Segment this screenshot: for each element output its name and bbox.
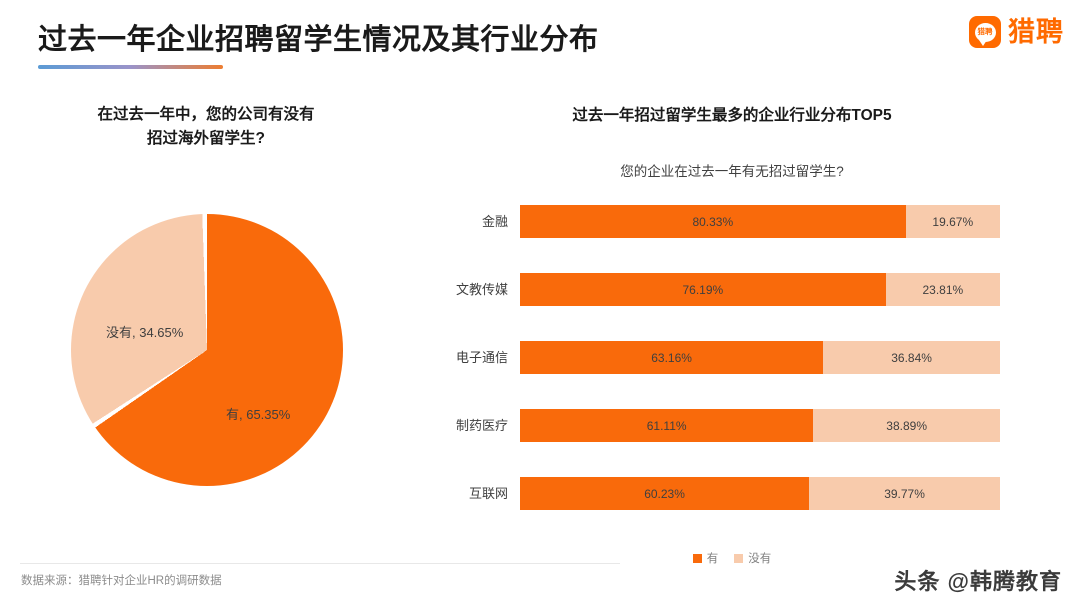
right-chart-title: 过去一年招过留学生最多的企业行业分布TOP5 bbox=[572, 107, 892, 124]
watermark: 头条 @韩腾教育 bbox=[894, 569, 1062, 594]
bar-segment-yes: 63.16% bbox=[520, 341, 824, 374]
left-chart-panel: 在过去一年中，您的公司有没有 招过海外留学生? 没有, 34.65% 有, 65… bbox=[0, 95, 412, 545]
bar-track: 61.11% 38.89% bbox=[520, 409, 1000, 442]
brand-mark-text: 猎聘 bbox=[974, 22, 996, 46]
pie-slice-label-yes: 有, 65.35% bbox=[226, 407, 291, 422]
bar-category-label: 互联网 bbox=[468, 486, 508, 501]
bar-row: 金融 80.33% 19.67% bbox=[412, 205, 1052, 273]
bar-category-label: 文教传媒 bbox=[455, 282, 508, 297]
left-chart-title-line-2: 招过海外留学生? bbox=[147, 130, 265, 148]
bar-segment-yes: 76.19% bbox=[520, 273, 886, 306]
right-chart-panel: 过去一年招过留学生最多的企业行业分布TOP5 您的企业在过去一年有无招过留学生?… bbox=[412, 95, 1080, 565]
page-title: 过去一年企业招聘留学生情况及其行业分布 bbox=[38, 24, 599, 56]
bar-segment-yes: 80.33% bbox=[520, 205, 906, 238]
bar-segment-no: 23.81% bbox=[885, 273, 1000, 306]
bar-segment-yes: 61.11% bbox=[520, 409, 814, 442]
bar-segment-no: 36.84% bbox=[823, 341, 1000, 374]
footer-divider bbox=[20, 563, 620, 564]
slide-header: 过去一年企业招聘留学生情况及其行业分布 猎聘 猎聘 bbox=[0, 0, 1080, 88]
pie-slice-label-no: 没有, 34.65% bbox=[106, 325, 184, 340]
left-chart-title-line-1: 在过去一年中，您的公司有没有 bbox=[97, 106, 315, 123]
bar-segment-no: 19.67% bbox=[905, 205, 1000, 238]
chart-legend: 有 没有 bbox=[412, 550, 1052, 566]
bar-category-label: 制药医疗 bbox=[455, 418, 508, 433]
bar-row: 制药医疗 61.11% 38.89% bbox=[412, 409, 1052, 477]
stacked-bar-chart: 金融 80.33% 19.67% 文教传媒 76.19% 23.81% 电子通信 63.16%… bbox=[412, 205, 1052, 545]
brand-name: 猎聘 bbox=[1008, 16, 1064, 47]
right-chart-subtitle: 您的企业在过去一年有无招过留学生? bbox=[620, 164, 844, 179]
bar-category-label: 电子通信 bbox=[455, 350, 508, 365]
bar-row: 互联网 60.23% 39.77% bbox=[412, 477, 1052, 545]
legend-swatch-icon bbox=[692, 553, 702, 563]
title-underline-rule bbox=[38, 65, 223, 69]
bar-row: 文教传媒 76.19% 23.81% bbox=[412, 273, 1052, 341]
bar-track: 60.23% 39.77% bbox=[520, 477, 1000, 510]
bar-segment-no: 39.77% bbox=[809, 477, 1000, 510]
bar-row: 电子通信 63.16% 36.84% bbox=[412, 341, 1052, 409]
data-source-note: 数据来源：猎聘针对企业HR的调研数据 bbox=[21, 575, 222, 587]
bar-category-label: 金融 bbox=[481, 214, 508, 229]
liepin-bubble-icon: 猎聘 bbox=[969, 16, 1001, 48]
legend-swatch-icon bbox=[734, 553, 744, 563]
bar-segment-no: 38.89% bbox=[813, 409, 1000, 442]
bar-track: 80.33% 19.67% bbox=[520, 205, 1000, 238]
legend-item-label: 没有 bbox=[748, 553, 772, 565]
left-chart-title: 在过去一年中，您的公司有没有 招过海外留学生? bbox=[0, 103, 412, 151]
legend-item[interactable]: 没有 bbox=[734, 550, 771, 566]
bar-track: 76.19% 23.81% bbox=[520, 273, 1000, 306]
bar-track: 63.16% 36.84% bbox=[520, 341, 1000, 374]
bar-segment-yes: 60.23% bbox=[520, 477, 810, 510]
legend-item-label: 有 bbox=[706, 553, 719, 565]
brand-logo: 猎聘 猎聘 bbox=[969, 16, 1064, 48]
legend-item[interactable]: 有 bbox=[692, 550, 719, 566]
pie-chart: 没有, 34.65% 有, 65.35% bbox=[71, 214, 343, 486]
pie-chart-graphic bbox=[71, 214, 343, 486]
